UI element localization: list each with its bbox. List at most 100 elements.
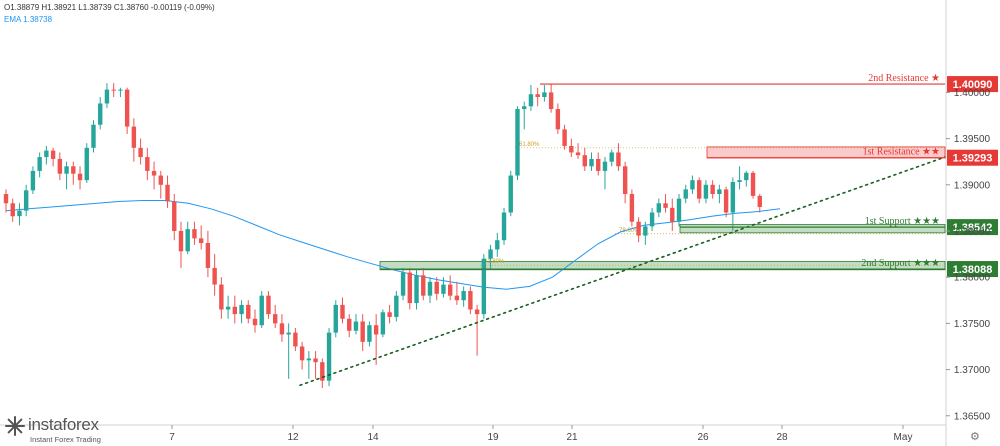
- candle: [454, 281, 460, 305]
- candle-body: [77, 173, 83, 181]
- price-tick-label: 1.37500: [954, 319, 991, 330]
- candle: [670, 198, 675, 231]
- candle-body: [151, 170, 157, 176]
- candle-body: [454, 295, 460, 301]
- price-tick-label: 1.37000: [954, 365, 991, 376]
- candle-body: [434, 281, 439, 294]
- candle: [717, 184, 722, 204]
- candle-body: [64, 166, 69, 174]
- candle-body: [649, 212, 655, 227]
- candle-body: [373, 325, 379, 335]
- fib-label: 61.80%: [519, 142, 540, 148]
- candle: [387, 304, 392, 324]
- candle-body: [562, 129, 567, 146]
- candle: [3, 189, 9, 213]
- candle: [252, 309, 258, 333]
- candle: [643, 221, 648, 245]
- candle: [30, 166, 36, 195]
- time-axis: 7 12 14 19 21 26 28 May: [0, 424, 946, 443]
- candle: [373, 314, 379, 365]
- candle: [246, 300, 251, 324]
- candle: [548, 84, 554, 113]
- candle-body: [3, 194, 9, 204]
- candle-body: [273, 314, 278, 324]
- candle-body: [17, 210, 22, 217]
- candle-body: [252, 318, 258, 326]
- time-tick-label: 14: [367, 432, 379, 443]
- candle-body: [528, 94, 534, 107]
- candle: [279, 314, 285, 342]
- candle-body: [320, 362, 325, 381]
- candle: [111, 83, 116, 98]
- candle-body: [690, 180, 695, 190]
- candle: [535, 87, 540, 107]
- time-tick-label: May: [894, 432, 913, 443]
- candle: [441, 277, 446, 298]
- candle: [636, 217, 641, 243]
- candle-body: [447, 284, 453, 296]
- candle: [286, 323, 291, 379]
- price-tick-label: 1.38500: [954, 226, 991, 237]
- candle: [508, 170, 513, 217]
- candle: [10, 198, 15, 222]
- candle: [582, 147, 587, 171]
- candle-body: [299, 346, 305, 361]
- candle-body: [575, 152, 581, 156]
- candle: [481, 254, 487, 319]
- candle-body: [279, 323, 285, 335]
- candle: [98, 97, 103, 130]
- ema-layer: [5, 200, 781, 290]
- candle: [192, 221, 197, 245]
- candle: [461, 286, 466, 307]
- candle: [649, 207, 655, 231]
- candle-body: [313, 358, 318, 363]
- candle: [145, 147, 150, 181]
- candle: [340, 297, 345, 324]
- candle: [131, 118, 137, 162]
- candle-body: [198, 238, 204, 243]
- candle-body: [84, 147, 89, 181]
- candle-body: [703, 184, 709, 199]
- candle: [333, 300, 338, 338]
- candle: [77, 166, 83, 190]
- candle: [663, 194, 668, 213]
- ema-legend-name: EMA: [4, 15, 21, 24]
- brand-name: instaforex: [28, 415, 99, 434]
- candle: [427, 277, 433, 304]
- candle-body: [723, 189, 729, 213]
- candle-body: [676, 198, 682, 222]
- candle: [44, 145, 49, 165]
- settings-gear-icon[interactable]: ⚙: [970, 431, 980, 443]
- candle: [515, 106, 520, 181]
- candle-body: [44, 150, 49, 158]
- candle: [299, 341, 305, 370]
- level-price-tag: [947, 149, 998, 166]
- candle: [239, 300, 244, 324]
- candle: [616, 143, 621, 171]
- candle-body: [636, 221, 641, 236]
- candle: [757, 194, 762, 213]
- level-price-tag: [947, 76, 998, 93]
- fib-label: 61.80%: [484, 259, 505, 265]
- candle: [124, 87, 130, 134]
- candle-body: [400, 272, 406, 296]
- candle: [84, 143, 89, 183]
- level-price-tag: [947, 219, 998, 236]
- price-tick-label: 1.39000: [954, 180, 991, 191]
- candle: [360, 314, 365, 352]
- candle: [367, 321, 372, 347]
- price-tick-label: 1.36500: [954, 411, 991, 422]
- candle: [225, 295, 231, 319]
- candle: [313, 351, 318, 379]
- level-price-text: 1.38088: [953, 264, 993, 276]
- candle: [394, 291, 399, 322]
- candle: [185, 221, 190, 255]
- candle: [293, 327, 298, 352]
- candle: [434, 277, 439, 301]
- candle-body: [643, 226, 648, 236]
- candle-body: [495, 240, 500, 250]
- candle-body: [670, 207, 675, 222]
- candle: [259, 291, 264, 328]
- candle-body: [172, 201, 177, 231]
